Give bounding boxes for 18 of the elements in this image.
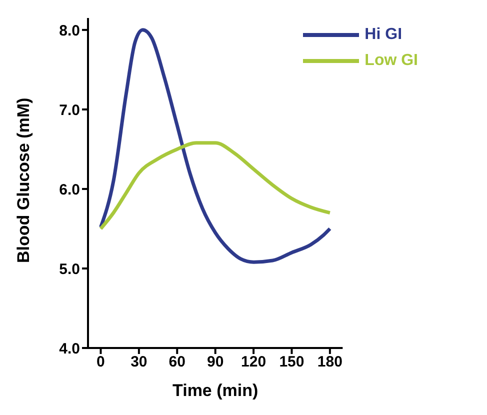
y-tick-label: 7.0 [59, 102, 80, 119]
x-tick-label: 150 [279, 354, 304, 371]
x-tick-label: 90 [206, 354, 224, 371]
y-axis-title: Blood Glucose (mM) [14, 98, 34, 263]
x-tick-label: 30 [130, 354, 148, 371]
y-tick-label: 5.0 [59, 260, 80, 278]
line-series [98, 28, 332, 264]
x-axis-title: Time (min) [172, 381, 258, 400]
x-tick-label: 180 [317, 354, 342, 371]
y-tick-label: 6.0 [59, 181, 80, 198]
line-series [98, 141, 332, 230]
x-tick-label: 0 [96, 354, 105, 371]
y-tick-label: 8.0 [59, 22, 80, 40]
legend-label: Low GI [364, 52, 418, 70]
x-tick-label: 60 [168, 354, 186, 371]
x-tick-label: 120 [241, 354, 266, 371]
y-tick-label: 4.0 [59, 340, 80, 358]
legend-label: Hi GI [364, 26, 402, 44]
